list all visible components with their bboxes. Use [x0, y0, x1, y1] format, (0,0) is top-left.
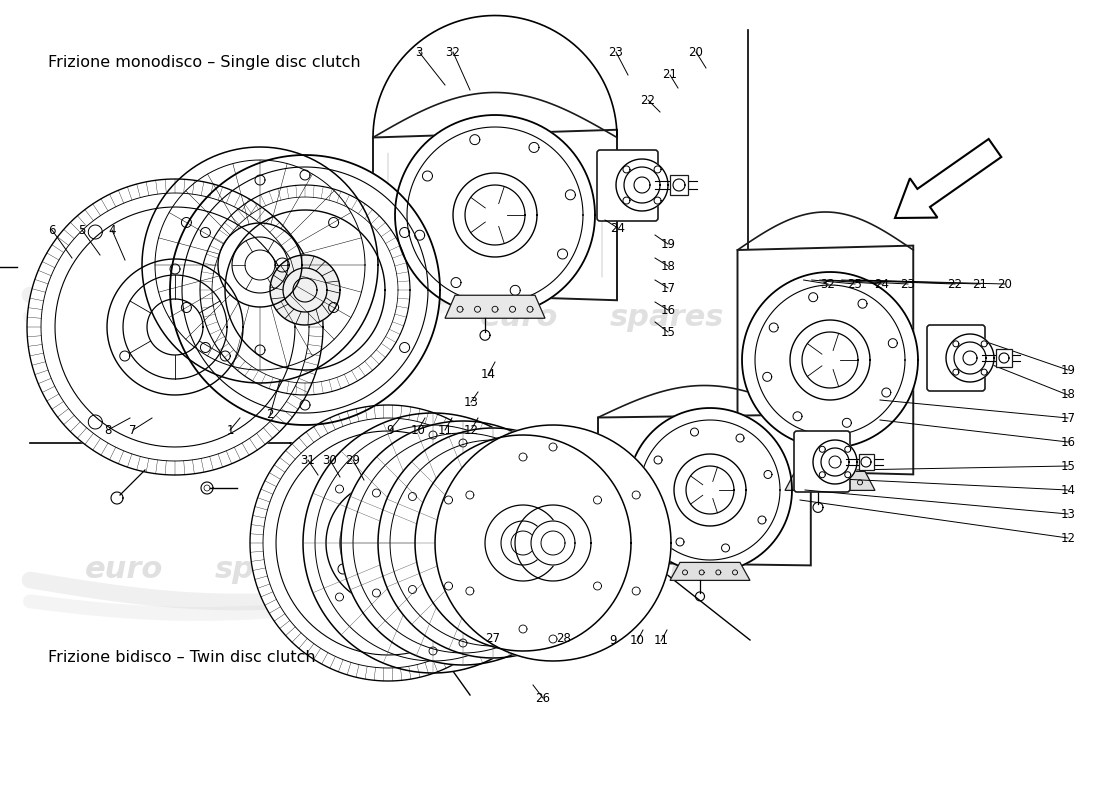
Polygon shape: [434, 425, 671, 661]
Text: spares: spares: [214, 555, 329, 585]
Text: 15: 15: [661, 326, 675, 338]
Text: 32: 32: [446, 46, 461, 58]
FancyBboxPatch shape: [927, 325, 984, 391]
Text: Frizione bidisco – Twin disc clutch: Frizione bidisco – Twin disc clutch: [48, 650, 316, 666]
Text: 9: 9: [609, 634, 617, 647]
Text: euro: euro: [85, 555, 164, 585]
Text: 30: 30: [322, 454, 338, 466]
Text: 11: 11: [438, 423, 452, 437]
Text: 13: 13: [463, 395, 478, 409]
Text: 29: 29: [345, 454, 361, 466]
Polygon shape: [628, 408, 792, 572]
Text: euro: euro: [85, 303, 164, 333]
Polygon shape: [674, 454, 746, 526]
Polygon shape: [471, 521, 515, 565]
Polygon shape: [378, 428, 608, 658]
FancyArrow shape: [895, 139, 1001, 218]
Text: 23: 23: [901, 278, 915, 290]
Polygon shape: [302, 413, 563, 673]
Polygon shape: [453, 173, 537, 257]
Text: 16: 16: [1060, 435, 1076, 449]
FancyBboxPatch shape: [597, 150, 658, 221]
Polygon shape: [341, 421, 585, 665]
Text: 6: 6: [48, 223, 56, 237]
Text: 19: 19: [660, 238, 675, 250]
Polygon shape: [946, 334, 994, 382]
Text: spares: spares: [610, 303, 725, 333]
Text: 18: 18: [661, 259, 675, 273]
Text: 28: 28: [557, 631, 571, 645]
Text: eurospares: eurospares: [720, 415, 913, 445]
Text: 12: 12: [463, 423, 478, 437]
Text: 11: 11: [653, 634, 669, 647]
Polygon shape: [670, 562, 750, 581]
Text: 21: 21: [662, 69, 678, 82]
Polygon shape: [411, 521, 455, 565]
Text: 21: 21: [972, 278, 988, 290]
Text: 25: 25: [848, 278, 862, 290]
Text: 15: 15: [1060, 459, 1076, 473]
Text: 20: 20: [689, 46, 703, 58]
Text: 18: 18: [1060, 389, 1076, 402]
Text: 16: 16: [660, 303, 675, 317]
Polygon shape: [531, 521, 575, 565]
Polygon shape: [742, 272, 918, 448]
Polygon shape: [395, 115, 595, 315]
Polygon shape: [500, 521, 544, 565]
Polygon shape: [616, 159, 668, 211]
FancyBboxPatch shape: [794, 431, 850, 492]
Text: 2: 2: [266, 409, 274, 422]
Text: 22: 22: [640, 94, 656, 106]
Text: spares: spares: [610, 555, 725, 585]
Text: 1: 1: [227, 423, 233, 437]
Polygon shape: [142, 147, 378, 383]
Text: 12: 12: [1060, 531, 1076, 545]
Text: 27: 27: [485, 631, 501, 645]
Polygon shape: [373, 130, 617, 300]
Text: 17: 17: [660, 282, 675, 294]
Bar: [859, 454, 874, 470]
Text: 13: 13: [1060, 507, 1076, 521]
Text: 10: 10: [629, 634, 645, 647]
Polygon shape: [415, 435, 631, 651]
Text: 31: 31: [300, 454, 316, 466]
Text: Frizione monodisco – Single disc clutch: Frizione monodisco – Single disc clutch: [48, 54, 361, 70]
Text: spares: spares: [214, 303, 329, 333]
Text: 26: 26: [536, 691, 550, 705]
Polygon shape: [598, 414, 811, 566]
Text: 7: 7: [130, 423, 136, 437]
Text: 8: 8: [104, 423, 112, 437]
Text: 10: 10: [410, 423, 426, 437]
Polygon shape: [813, 440, 857, 484]
Text: 14: 14: [1060, 483, 1076, 497]
Polygon shape: [790, 320, 870, 400]
Polygon shape: [737, 246, 913, 474]
Polygon shape: [441, 521, 485, 565]
Text: euro: euro: [480, 303, 559, 333]
Text: 3: 3: [416, 46, 422, 58]
Polygon shape: [446, 295, 544, 318]
Text: 24: 24: [610, 222, 626, 234]
Text: 20: 20: [998, 278, 1012, 290]
Text: 4: 4: [108, 223, 115, 237]
Text: 14: 14: [481, 369, 495, 382]
Text: 9: 9: [386, 423, 394, 437]
Bar: [996, 349, 1012, 367]
Text: euro: euro: [480, 555, 559, 585]
Polygon shape: [785, 471, 874, 490]
Text: 5: 5: [78, 223, 86, 237]
Bar: [670, 175, 688, 195]
Polygon shape: [270, 255, 340, 325]
Text: 19: 19: [1060, 363, 1076, 377]
Text: 32: 32: [821, 278, 835, 290]
Polygon shape: [28, 179, 323, 475]
Text: 17: 17: [1060, 411, 1076, 425]
Polygon shape: [170, 155, 440, 425]
Text: 22: 22: [947, 278, 962, 290]
Text: 24: 24: [874, 278, 890, 290]
Polygon shape: [250, 405, 526, 681]
Text: 23: 23: [608, 46, 624, 58]
